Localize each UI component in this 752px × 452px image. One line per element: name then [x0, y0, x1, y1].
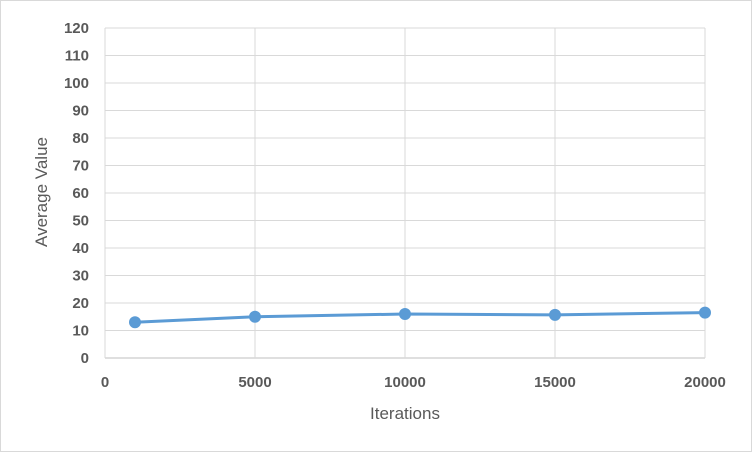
x-axis-tick-labels: 0 5000 10000 15000 20000	[101, 374, 726, 391]
data-point	[249, 310, 261, 323]
x-tick-label: 15000	[534, 374, 576, 391]
x-tick-label: 20000	[684, 374, 726, 391]
data-point	[699, 306, 711, 319]
x-tick-label: 0	[101, 374, 109, 391]
y-tick-label: 50	[72, 213, 89, 230]
y-tick-label: 40	[72, 240, 89, 257]
y-tick-label: 60	[72, 185, 89, 202]
y-tick-label: 70	[72, 158, 89, 175]
data-point	[399, 308, 411, 320]
y-tick-label: 120	[64, 20, 89, 37]
y-tick-label: 0	[81, 350, 89, 367]
grid-lines	[104, 27, 706, 359]
data-point	[549, 308, 561, 321]
x-tick-label: 10000	[384, 374, 426, 391]
y-tick-label: 20	[72, 295, 89, 312]
y-tick-label: 110	[65, 48, 89, 65]
y-tick-label: 80	[72, 130, 89, 147]
y-axis-title: Average Value	[32, 137, 51, 247]
y-tick-label: 30	[72, 268, 89, 285]
y-tick-label: 10	[72, 323, 89, 340]
y-axis-tick-labels: 0 10 20 30 40 50 60 70 80 90 100 110 120	[64, 20, 89, 367]
series-line	[133, 311, 707, 324]
y-tick-label: 90	[72, 103, 89, 120]
series-layer	[129, 306, 711, 329]
x-axis-title: Iterations	[370, 404, 440, 423]
y-tick-label: 100	[64, 75, 89, 92]
x-tick-label: 5000	[238, 374, 271, 391]
data-point	[129, 316, 141, 329]
